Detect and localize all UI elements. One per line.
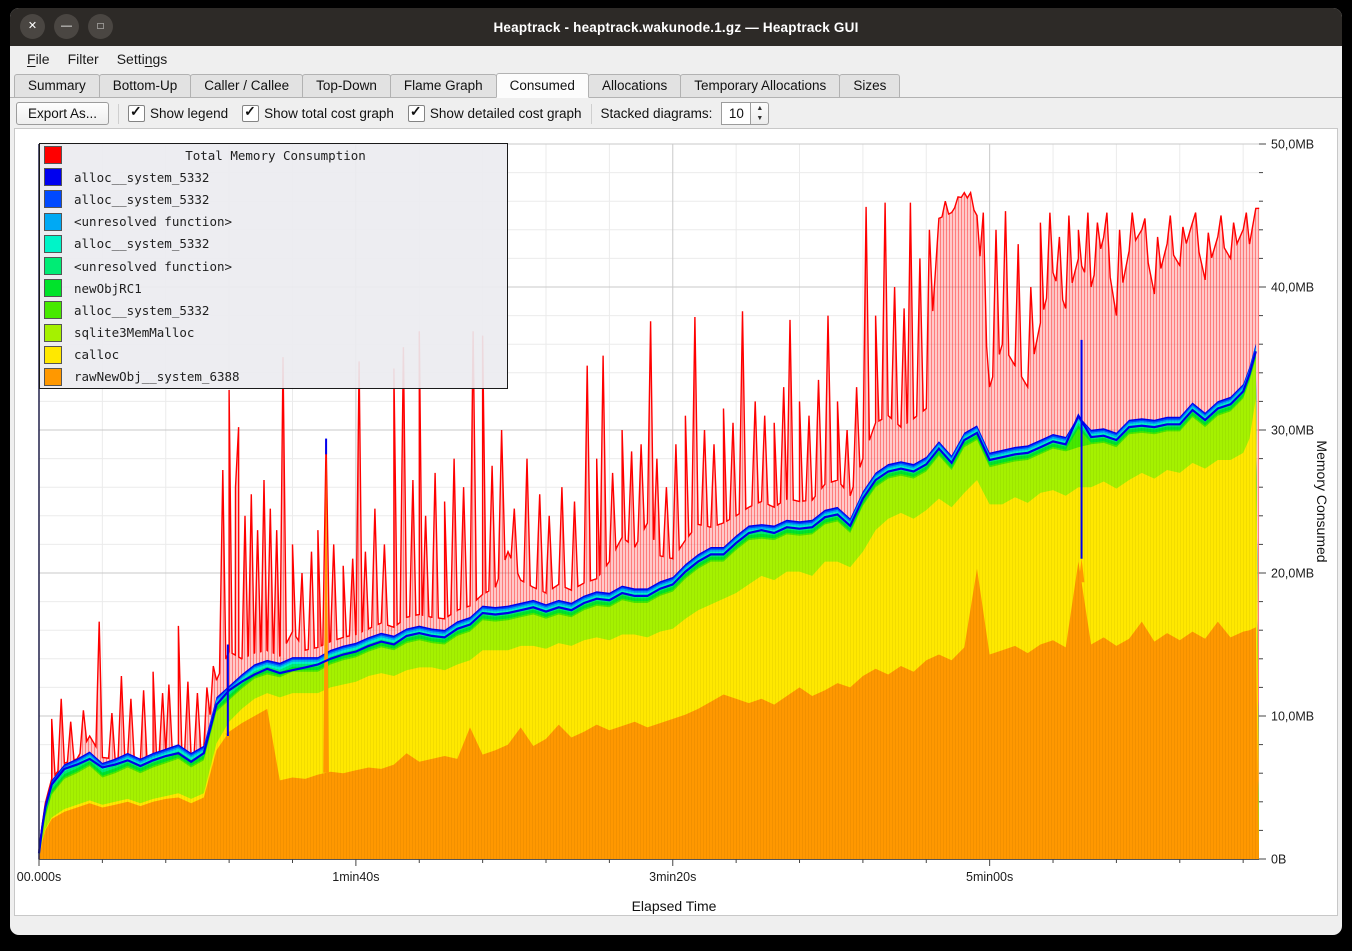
spinner-arrows[interactable]: ▲ ▼: [751, 102, 769, 125]
checkbox-box[interactable]: ✓: [408, 105, 425, 122]
legend-swatch-icon: [44, 346, 62, 364]
x-tick-label: 3min20s: [649, 870, 696, 884]
checkbox-label: Show detailed cost graph: [430, 106, 582, 121]
legend-label: Total Memory Consumption: [74, 148, 477, 163]
checkbox-label: Show legend: [150, 106, 228, 121]
tab-allocations[interactable]: Allocations: [588, 74, 681, 97]
legend-label: newObjRC1: [74, 281, 142, 296]
legend-swatch-icon: [44, 213, 62, 231]
checkbox-show-legend[interactable]: ✓ Show legend: [128, 105, 228, 122]
spinner-up-icon[interactable]: ▲: [751, 103, 768, 114]
legend-row: alloc__system_5332: [40, 166, 507, 188]
check-icon: ✓: [410, 103, 422, 120]
spinner-value[interactable]: 10: [721, 102, 751, 125]
export-as-button[interactable]: Export As...: [16, 102, 109, 125]
tab-consumed[interactable]: Consumed: [496, 73, 589, 98]
tab-top-down[interactable]: Top-Down: [302, 74, 391, 97]
checkbox-box[interactable]: ✓: [128, 105, 145, 122]
legend-label: rawNewObj__system_6388: [74, 369, 240, 384]
legend-row: alloc__system_5332: [40, 299, 507, 321]
y-tick-label: 50,0MB: [1271, 138, 1314, 152]
toolbar: Export As... ✓ Show legend ✓ Show total cos…: [10, 98, 1342, 129]
checkbox-show-total-cost-graph[interactable]: ✓ Show total cost graph: [242, 105, 394, 122]
check-icon: ✓: [244, 103, 256, 120]
tab-caller-callee[interactable]: Caller / Callee: [190, 74, 303, 97]
tab-temporary-allocations[interactable]: Temporary Allocations: [680, 74, 840, 97]
checkbox-label: Show total cost graph: [264, 106, 394, 121]
checkbox-group: ✓ Show legend ✓ Show total cost graph ✓ Show …: [128, 105, 582, 122]
tab-bar: SummaryBottom-UpCaller / CalleeTop-DownF…: [10, 72, 1342, 98]
titlebar[interactable]: ✕ — □ Heaptrack - heaptrack.wakunode.1.gz …: [10, 8, 1342, 46]
legend-row: calloc: [40, 344, 507, 366]
legend-swatch-icon: [44, 324, 62, 342]
y-tick-label: 30,0MB: [1271, 424, 1314, 438]
tab-flame-graph[interactable]: Flame Graph: [390, 74, 497, 97]
menubar: FileFilterSettings: [10, 46, 1342, 72]
x-tick-label: 00.000s: [17, 870, 61, 884]
legend-label: alloc__system_5332: [74, 170, 209, 185]
legend-swatch-icon: [44, 146, 62, 164]
toolbar-separator: [591, 104, 592, 124]
check-icon: ✓: [130, 103, 142, 120]
tab-sizes[interactable]: Sizes: [839, 74, 900, 97]
y-tick-label: 20,0MB: [1271, 567, 1314, 581]
x-tick-label: 5min00s: [966, 870, 1013, 884]
minimize-button[interactable]: —: [54, 14, 79, 39]
legend-row: newObjRC1: [40, 277, 507, 299]
heaptrack-window: ✕ — □ Heaptrack - heaptrack.wakunode.1.gz …: [10, 8, 1342, 935]
stacked-diagrams-label: Stacked diagrams:: [601, 106, 713, 121]
legend-label: sqlite3MemMalloc: [74, 325, 194, 340]
legend-label: alloc__system_5332: [74, 303, 209, 318]
menu-file[interactable]: File: [18, 49, 59, 69]
y-axis-title: Memory Consumed: [1314, 440, 1330, 562]
legend-label: <unresolved function>: [74, 214, 232, 229]
checkbox-show-detailed-cost-graph[interactable]: ✓ Show detailed cost graph: [408, 105, 582, 122]
checkbox-box[interactable]: ✓: [242, 105, 259, 122]
legend-swatch-icon: [44, 235, 62, 253]
toolbar-separator: [118, 104, 119, 124]
x-axis-title: Elapsed Time: [632, 898, 717, 914]
y-tick-label: 40,0MB: [1271, 281, 1314, 295]
legend-row: <unresolved function>: [40, 255, 507, 277]
legend-row: alloc__system_5332: [40, 233, 507, 255]
menu-filter[interactable]: Filter: [59, 49, 108, 69]
consumed-chart-panel: 0B 10,0MB 20,0MB 30,0MB 40,0MB 50,0MB 00.000s 1…: [14, 128, 1338, 916]
x-tick-label: 1min40s: [332, 870, 379, 884]
stacked-diagrams-spinner[interactable]: 10 ▲ ▼: [721, 102, 769, 125]
window-title: Heaptrack - heaptrack.wakunode.1.gz — He…: [493, 20, 858, 35]
window-controls: ✕ — □: [20, 14, 113, 39]
legend-row: sqlite3MemMalloc: [40, 322, 507, 344]
close-button[interactable]: ✕: [20, 14, 45, 39]
y-tick-label: 10,0MB: [1271, 710, 1314, 724]
maximize-button[interactable]: □: [88, 14, 113, 39]
legend-row: alloc__system_5332: [40, 188, 507, 210]
spinner-down-icon[interactable]: ▼: [751, 114, 768, 125]
legend-swatch-icon: [44, 190, 62, 208]
legend-swatch-icon: [44, 301, 62, 319]
legend-row: rawNewObj__system_6388: [40, 366, 507, 388]
legend-row: <unresolved function>: [40, 211, 507, 233]
menu-settings[interactable]: Settings: [108, 49, 177, 69]
y-tick-label: 0B: [1271, 853, 1286, 867]
legend-swatch-icon: [44, 279, 62, 297]
chart-legend: Total Memory Consumption alloc__system_53…: [39, 143, 508, 389]
legend-swatch-icon: [44, 257, 62, 275]
legend-label: <unresolved function>: [74, 259, 232, 274]
tab-summary[interactable]: Summary: [14, 74, 100, 97]
legend-swatch-icon: [44, 168, 62, 186]
tab-bottom-up[interactable]: Bottom-Up: [99, 74, 192, 97]
legend-label: calloc: [74, 347, 119, 362]
legend-row: Total Memory Consumption: [40, 144, 507, 166]
legend-label: alloc__system_5332: [74, 192, 209, 207]
legend-label: alloc__system_5332: [74, 236, 209, 251]
legend-swatch-icon: [44, 368, 62, 386]
